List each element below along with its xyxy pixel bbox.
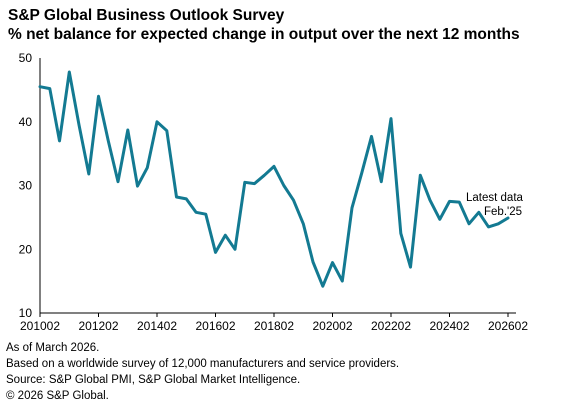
line-chart: 10 20 30 40 50 201002 201202 201402 201602 20180…: [19, 51, 529, 333]
latest-data-date: Feb.'25: [484, 206, 522, 218]
footer-note-date: As of March 2026.: [6, 342, 100, 354]
x-tick-label: 201202: [78, 319, 118, 333]
footer: As of March 2026. Based on a worldwide s…: [6, 340, 399, 404]
x-tick-label: 201002: [20, 319, 60, 333]
footer-source: Source: S&P Global PMI, S&P Global Marke…: [6, 374, 301, 386]
x-tick-label: 202402: [429, 319, 469, 333]
footer-note-survey: Based on a worldwide survey of 12,000 ma…: [6, 358, 400, 370]
y-tick-label: 30: [19, 179, 33, 193]
latest-data-label: Latest data: [466, 192, 524, 204]
x-tick-label: 202602: [488, 319, 528, 333]
series-line: [38, 70, 510, 288]
x-tick-label: 201402: [137, 319, 177, 333]
x-axis: 201002 201202 201402 201602 201802 202002 2022…: [20, 312, 528, 333]
y-tick-label: 50: [19, 51, 33, 65]
y-tick-label: 10: [19, 306, 33, 320]
y-tick-label: 40: [19, 115, 33, 129]
x-tick-label: 202002: [312, 319, 352, 333]
chart-subtitle: % net balance for expected change in out…: [8, 26, 520, 43]
footer-copyright: © 2026 S&P Global.: [6, 390, 109, 402]
x-tick-label: 201602: [195, 319, 235, 333]
x-tick-label: 201802: [254, 319, 294, 333]
y-tick-label: 20: [19, 242, 33, 256]
y-axis: 10 20 30 40 50: [19, 51, 41, 320]
x-tick-label: 202202: [371, 319, 411, 333]
chart-title: S&P Global Business Outlook Survey: [8, 7, 285, 24]
